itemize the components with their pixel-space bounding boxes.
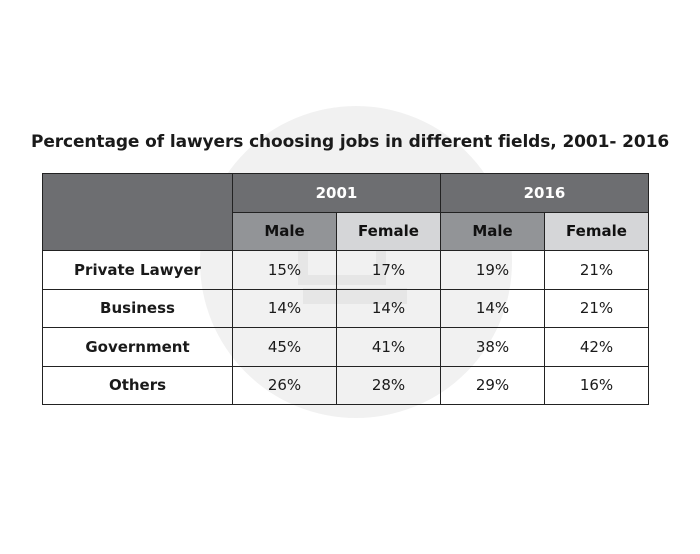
gender-header-male-2001: Male [232,211,337,251]
table-cell: 42% [544,327,649,367]
corner-header-cell [42,173,233,251]
table-cell: 14% [440,288,545,328]
table-cell: 41% [336,327,441,367]
table-cell: 21% [544,288,649,328]
row-label: Business [42,288,233,328]
table-cell: 21% [544,250,649,290]
gender-header-male-2016: Male [440,211,545,251]
table-cell: 28% [336,365,441,405]
gender-header-female-2001: Female [336,211,441,251]
table-row: Business 14% 14% 14% 21% [42,288,649,328]
table-cell: 19% [440,250,545,290]
row-label: Private Lawyer [42,250,233,290]
gender-header-female-2016: Female [544,211,649,251]
table-cell: 14% [336,288,441,328]
data-table: 2001 2016 Male Female Male Female Privat… [42,173,649,405]
chart-title: Percentage of lawyers choosing jobs in d… [30,132,670,152]
row-label: Others [42,365,233,405]
table-cell: 14% [232,288,337,328]
table-cell: 26% [232,365,337,405]
year-header-2001: 2001 [232,173,441,213]
table-cell: 15% [232,250,337,290]
table-cell: 38% [440,327,545,367]
table-row: Others 26% 28% 29% 16% [42,365,649,405]
table-row: Government 45% 41% 38% 42% [42,327,649,367]
table-cell: 17% [336,250,441,290]
table-cell: 45% [232,327,337,367]
row-label: Government [42,327,233,367]
table-cell: 16% [544,365,649,405]
table-row: Private Lawyer 15% 17% 19% 21% [42,250,649,290]
table-cell: 29% [440,365,545,405]
year-header-2016: 2016 [440,173,649,213]
